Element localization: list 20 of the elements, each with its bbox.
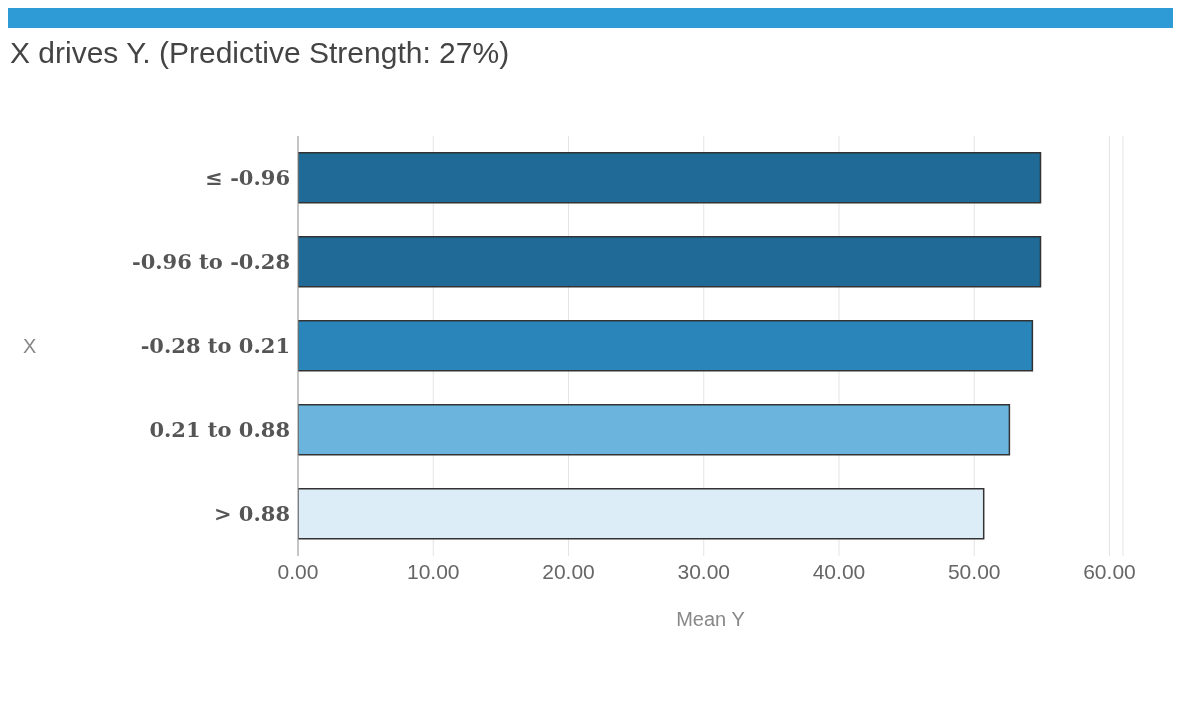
x-tick-label: 50.00: [947, 559, 1001, 583]
y-tick-label: > 0.88: [213, 501, 290, 527]
x-tick-label: 20.00: [542, 559, 595, 583]
bar: [298, 152, 1042, 204]
y-tick-label: -0.96 to -0.28: [131, 249, 290, 275]
x-tick-label: 40.00: [812, 559, 866, 583]
bar: [298, 488, 985, 540]
x-tick-label: 30.00: [677, 559, 731, 583]
y-tick-label: ≤ -0.96: [205, 165, 290, 191]
y-tick-label: 0.21 to 0.88: [149, 417, 290, 443]
x-tick-label: 60.00: [1083, 559, 1136, 583]
bar: [298, 236, 1042, 288]
x-axis-title: Mean Y: [676, 608, 745, 630]
y-axis-title: X: [23, 335, 37, 358]
x-tick-label: 0.00: [277, 559, 319, 583]
chart-title: X drives Y. (Predictive Strength: 27%): [10, 36, 511, 71]
bar: [298, 320, 1034, 372]
y-tick-label: -0.28 to 0.21: [140, 333, 290, 359]
x-tick-label: 10.00: [406, 559, 460, 583]
bar: [298, 404, 1011, 456]
